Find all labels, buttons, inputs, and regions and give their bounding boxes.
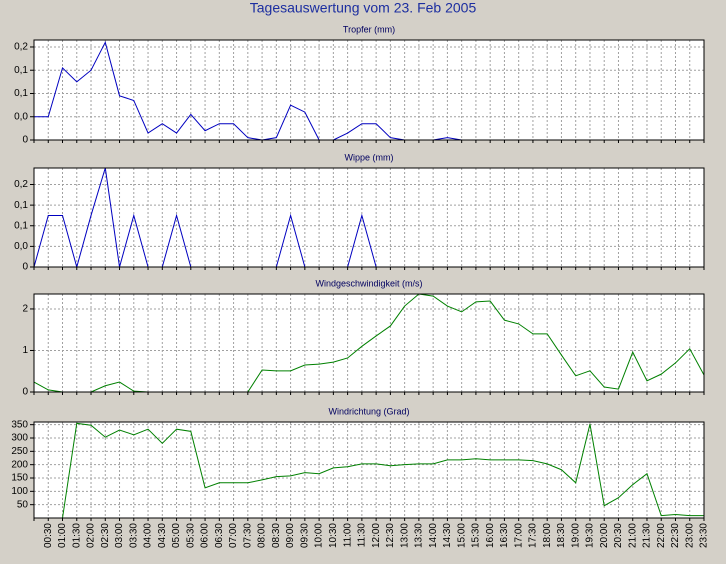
x-tick-label: 10:30: [328, 523, 339, 548]
panel-title: Wippe (mm): [345, 152, 394, 162]
y-tick-label: 0: [22, 262, 28, 273]
x-tick-label: 15:00: [456, 523, 467, 548]
x-tick-label: 22:30: [670, 523, 681, 548]
x-tick-label: 18:30: [556, 523, 567, 548]
x-tick-label: 20:30: [613, 523, 624, 548]
x-tick-label: 02:00: [86, 523, 97, 548]
panel-title: Tropfer (mm): [343, 24, 395, 34]
data-line: [34, 422, 704, 519]
y-tick-label: 50: [17, 499, 29, 510]
y-tick-label: 0,2: [14, 42, 28, 53]
y-tick-label: 250: [11, 446, 28, 457]
x-tick-label: 03:30: [128, 523, 139, 548]
x-tick-label: 08:00: [257, 523, 268, 548]
x-tick-label: 11:30: [357, 523, 368, 548]
plot-frame: [33, 293, 705, 393]
y-tick-label: 150: [11, 473, 28, 484]
x-tick-label: 16:00: [485, 523, 496, 548]
x-tick-label: 05:30: [185, 523, 196, 548]
y-tick-label: 300: [11, 433, 28, 444]
x-tick-label: 09:30: [299, 523, 310, 548]
y-tick-label: 200: [11, 459, 28, 470]
plot-area: [34, 168, 704, 267]
x-tick-label: 09:00: [285, 523, 296, 548]
x-tick-label: 12:00: [371, 523, 382, 548]
x-tick-label: 20:00: [599, 523, 610, 548]
y-tick-label: 0,1: [14, 88, 28, 99]
x-tick-label: 21:00: [627, 523, 638, 548]
x-tick-label: 15:30: [471, 523, 482, 548]
y-tick-label: 1: [22, 345, 28, 356]
y-tick-label: 2: [22, 304, 28, 315]
x-tick-label: 07:30: [242, 523, 253, 548]
y-tick-label: 0,0: [14, 111, 28, 122]
x-tick-label: 17:00: [513, 523, 524, 548]
x-tick-label: 19:00: [570, 523, 581, 548]
x-tick-label: 08:30: [271, 523, 282, 548]
x-tick-label: 06:30: [214, 523, 225, 548]
x-tick-label: 22:00: [656, 523, 667, 548]
x-tick-label: 10:00: [314, 523, 325, 548]
y-tick-label: 0: [22, 135, 28, 146]
x-tick-label: 14:30: [442, 523, 453, 548]
y-tick-label: 0,2: [14, 179, 28, 190]
y-tick-label: 350: [11, 419, 28, 430]
y-tick-label: 100: [11, 486, 28, 497]
x-tick-label: 23:00: [684, 523, 695, 548]
x-tick-label: 21:30: [642, 523, 653, 548]
y-tick-label: 0,1: [14, 65, 28, 76]
x-tick-label: 07:00: [228, 523, 239, 548]
x-tick-label: 06:00: [200, 523, 211, 548]
panel-title: Windgeschwindigkeit (m/s): [315, 278, 422, 288]
x-tick-label: 14:00: [428, 523, 439, 548]
x-tick-label: 11:00: [342, 523, 353, 548]
x-tick-label: 02:30: [100, 523, 111, 548]
plot-area: [34, 294, 704, 392]
x-tick-label: 17:30: [528, 523, 539, 548]
x-tick-label: 01:30: [71, 523, 82, 548]
x-tick-label: 13:00: [399, 523, 410, 548]
x-tick-label: 23:30: [699, 523, 710, 548]
plot-frame: [33, 167, 705, 268]
y-tick-label: 0: [22, 387, 28, 398]
x-tick-label: 16:30: [499, 523, 510, 548]
x-tick-label: 12:30: [385, 523, 396, 548]
plot-frame: [33, 421, 705, 519]
x-tick-label: 04:00: [143, 523, 154, 548]
x-tick-label: 03:00: [114, 523, 125, 548]
y-tick-label: 0,1: [14, 200, 28, 211]
x-tick-label: 05:00: [171, 523, 182, 548]
x-tick-label: 18:00: [542, 523, 553, 548]
y-tick-label: 0,0: [14, 241, 28, 252]
y-tick-label: 0,1: [14, 220, 28, 231]
panel-title: Windrichtung (Grad): [328, 406, 409, 416]
x-tick-label: 13:30: [414, 523, 425, 548]
page-title: Tagesauswertung vom 23. Feb 2005: [250, 0, 477, 16]
x-tick-label: 04:30: [157, 523, 168, 548]
x-tick-label: 00:30: [43, 523, 54, 548]
plot-area: [34, 40, 704, 140]
plot-frame: [33, 39, 705, 141]
x-tick-label: 01:00: [57, 523, 68, 548]
x-tick-label: 19:30: [585, 523, 596, 548]
